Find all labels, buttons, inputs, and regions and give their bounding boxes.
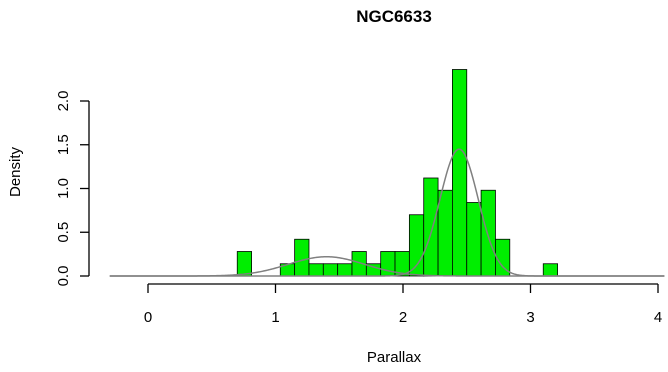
- y-tick-label: 0.0: [55, 266, 72, 287]
- histogram-bar: [236, 251, 252, 277]
- x-tick-label: 1: [271, 309, 279, 326]
- x-axis: 0 1 2 3 4: [144, 283, 662, 326]
- x-tick-label: 2: [399, 309, 407, 326]
- histogram-bar: [480, 189, 496, 277]
- y-tick-label: 0.5: [55, 222, 72, 243]
- histogram-bar: [466, 202, 482, 277]
- chart-title: NGC6633: [356, 7, 432, 26]
- density-curves: [109, 148, 665, 277]
- x-tick-label: 4: [654, 309, 662, 326]
- histogram-bar: [408, 214, 425, 277]
- x-tick-label: 3: [526, 309, 534, 326]
- histogram-bar: [542, 263, 558, 277]
- y-tick-label: 1.0: [55, 178, 72, 199]
- histogram-bar: [337, 263, 353, 277]
- y-tick-label: 1.5: [55, 134, 72, 155]
- histogram-bar: [322, 263, 339, 277]
- x-axis-label: Parallax: [367, 349, 422, 366]
- histogram-bar: [423, 177, 439, 277]
- y-axis-label: Density: [7, 146, 24, 197]
- histogram-bar: [452, 69, 468, 277]
- density-curve-2: [109, 148, 665, 277]
- histogram-bar: [308, 263, 324, 277]
- histogram-bars: [236, 69, 558, 277]
- y-axis: 0.0 0.5 1.0 1.5 2.0: [55, 91, 90, 287]
- y-tick-label: 2.0: [55, 91, 72, 112]
- histogram-bar: [294, 238, 310, 277]
- x-tick-label: 0: [144, 309, 152, 326]
- histogram-bar: [437, 189, 453, 277]
